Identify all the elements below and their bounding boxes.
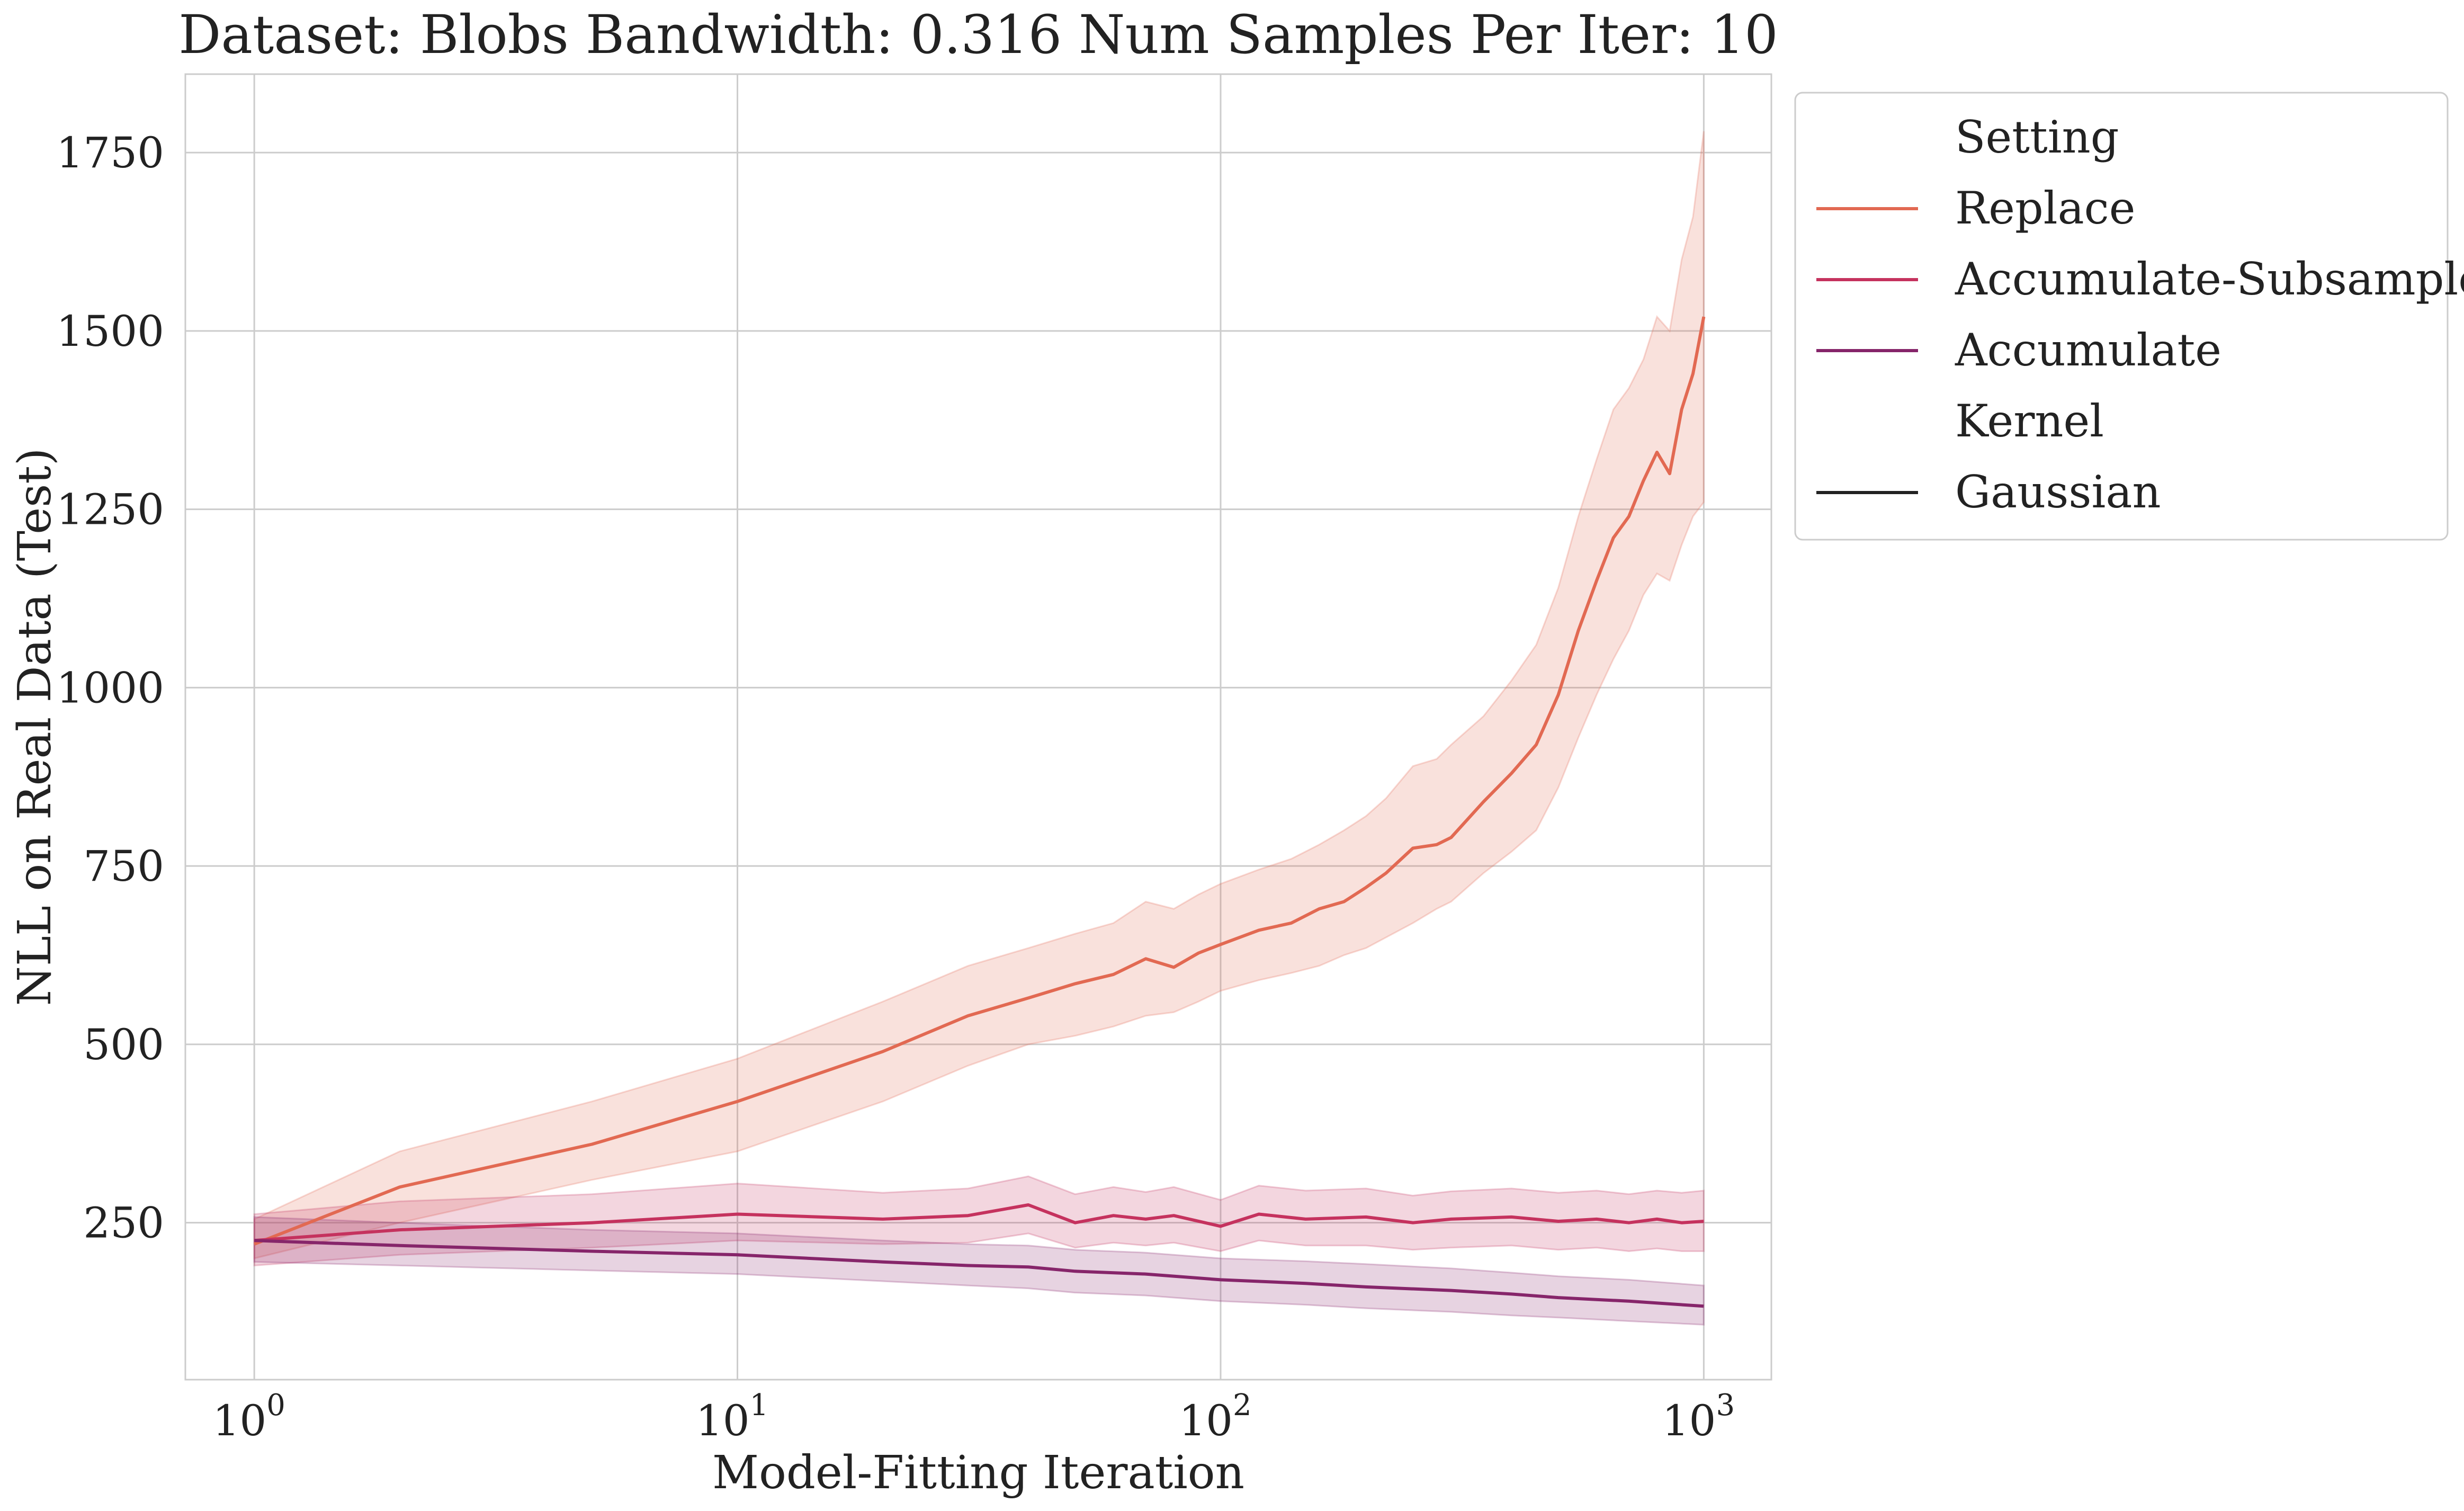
series-lines <box>254 316 1706 1308</box>
x-tick-label: 102 <box>1179 1388 1251 1445</box>
line-accumulate-subsample <box>254 1203 1704 1242</box>
y-tick-label: 1500 <box>56 307 164 356</box>
y-tick-label: 1250 <box>56 485 164 534</box>
chart-title: Dataset: Blobs Bandwidth: 0.316 Num Samp… <box>178 4 1778 66</box>
y-axis-label: NLL on Real Data (Test) <box>8 448 61 1006</box>
line-accumulate <box>254 1239 1704 1308</box>
legend-entry-label: Replace <box>1955 182 2135 234</box>
legend-entry-label: Accumulate-Subsample <box>1955 253 2464 305</box>
y-tick-label: 750 <box>83 842 164 891</box>
y-tick-label: 1750 <box>56 128 164 177</box>
x-tick-label: 103 <box>1662 1388 1735 1445</box>
y-tick-label: 500 <box>83 1020 164 1069</box>
y-tick-label: 1000 <box>56 663 164 712</box>
band-accumulate <box>253 1216 1705 1326</box>
band-accumulate-subsample <box>253 1175 1705 1267</box>
x-axis-label: Model-Fitting Iteration <box>712 1446 1244 1499</box>
grid <box>185 74 1771 1380</box>
tick-labels: 250 500 750 1000 1250 1500 1750 100 101 102 103 <box>56 128 1735 1445</box>
x-tick-label: 101 <box>696 1388 768 1445</box>
legend-box <box>1794 92 2449 541</box>
x-tick-label: 100 <box>212 1388 285 1445</box>
legend-entry-label: Accumulate <box>1955 324 2221 376</box>
plot-frame <box>184 73 1772 1381</box>
line-replace <box>254 316 1706 1246</box>
legend-entry-label: Kernel <box>1955 395 2104 447</box>
legend-entry-label: Setting <box>1955 111 2119 163</box>
legend-entry-label: Gaussian <box>1955 466 2161 518</box>
confidence-bands <box>253 131 1705 1326</box>
band-replace <box>253 131 1705 1259</box>
legend: Setting Replace Accumulate-Subsample Accumu… <box>1794 92 2464 541</box>
y-tick-label: 250 <box>83 1199 164 1248</box>
